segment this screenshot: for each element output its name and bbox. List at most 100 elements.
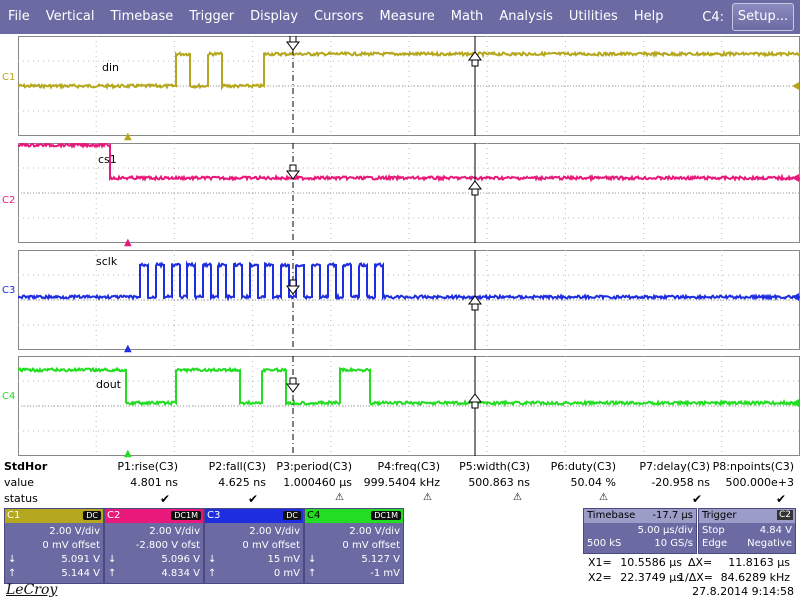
menu-help[interactable]: Help <box>633 9 664 24</box>
channel-label-c2: C2 <box>2 195 16 206</box>
value-row-label: value <box>4 476 35 489</box>
menu-trigger[interactable]: Trigger <box>189 9 235 24</box>
cursor-x1-arrow-icon <box>286 36 300 51</box>
trace-cs1 <box>18 143 800 183</box>
volts-per-div: 2.00 V/div <box>349 526 400 537</box>
cursor2-voltage: -1 mV <box>370 568 400 579</box>
trigger-level-marker <box>792 399 799 407</box>
waveform-sclk <box>18 250 800 350</box>
channel-box-c4[interactable]: C4 DC1M 2.00 V/div 0 mV offset ↓ 5.127 V… <box>304 508 404 584</box>
param-name[interactable]: P8:npoints(C3) <box>712 460 794 473</box>
param-name[interactable]: P7:delay(C3) <box>639 460 710 473</box>
graticule-c4[interactable] <box>18 356 800 456</box>
menu-file[interactable]: File <box>8 9 30 24</box>
menu-analysis[interactable]: Analysis <box>499 9 553 24</box>
menu-math[interactable]: Math <box>450 9 484 24</box>
timebase-box[interactable]: Timebase -17.7 µs 5.00 µs/div 500 kS 10 … <box>583 508 697 554</box>
cursor-x1-arrow-icon <box>286 279 300 295</box>
trigger-level-marker <box>792 82 799 90</box>
menu-utilities[interactable]: Utilities <box>568 9 618 24</box>
date-time: 27.8.2014 9:14:58 <box>692 585 794 598</box>
status-row-label: status <box>4 492 38 505</box>
graticule-c3[interactable] <box>18 250 800 350</box>
cursor2-voltage: 5.144 V <box>61 568 100 579</box>
param-value: 500.000e+3 <box>725 476 794 489</box>
offset-value: 0 mV offset <box>42 540 100 551</box>
cursor-inv-label: 1/ΔX= <box>678 571 713 584</box>
measurement-header-row: StdHor P1:rise(C3) P2:fall(C3) P3:period… <box>0 460 800 476</box>
trigger-level-marker <box>792 293 799 301</box>
cursor1-voltage: 5.127 V <box>361 554 400 565</box>
cursor2-voltage: 4.834 V <box>161 568 200 579</box>
trigger-title: Trigger <box>702 510 737 521</box>
trigger-marker-c2: ▲ <box>124 237 132 248</box>
param-name[interactable]: P6:duty(C3) <box>550 460 616 473</box>
cursor-up-arrow-icon: ↑ <box>108 568 117 579</box>
menu-vertical[interactable]: Vertical <box>45 9 95 24</box>
trigger-marker-c1: ▲ <box>124 131 132 142</box>
channel-label-c3: C3 <box>2 285 16 296</box>
param-value: 500.863 ns <box>468 476 530 489</box>
cursor-x2-value: 22.3749 µs <box>620 571 682 584</box>
trace-label-cs1: cs1 <box>98 153 117 166</box>
volts-per-div: 2.00 V/div <box>149 526 200 537</box>
cursor-down-arrow-icon: ↓ <box>208 554 217 565</box>
coupling-badge: DC1M <box>371 511 401 520</box>
status-ok-icon: ✔ <box>159 492 170 506</box>
param-value: 999.5404 kHz <box>363 476 440 489</box>
trigger-type: Edge <box>702 538 728 549</box>
menu-timebase[interactable]: Timebase <box>110 9 174 24</box>
channel-box-c1[interactable]: C1 DC 2.00 V/div 0 mV offset ↓ 5.091 V ↑… <box>4 508 104 584</box>
lecroy-logo: LeCroy <box>6 582 58 598</box>
coupling-badge: DC <box>283 511 301 520</box>
graticule-c2[interactable] <box>18 143 800 243</box>
cursor-x1-arrow-icon <box>286 377 300 393</box>
trigger-marker-c4: ▲ <box>124 448 132 459</box>
waveform-cs1 <box>18 143 800 243</box>
trigger-level: 4.84 V <box>759 525 792 536</box>
graticule-c1[interactable] <box>18 36 800 136</box>
cursor-x2-arrow-icon <box>468 393 482 409</box>
channel-label-c4: C4 <box>2 391 16 402</box>
offset-value: 0 mV offset <box>342 540 400 551</box>
setup-button[interactable]: Setup... <box>732 3 794 31</box>
status-ok-icon: ✔ <box>775 492 786 506</box>
volts-per-div: 2.00 V/div <box>249 526 300 537</box>
param-name[interactable]: P1:rise(C3) <box>117 460 178 473</box>
cursor-x1-value: 10.5586 µs <box>620 556 682 569</box>
status-warning-icon: ⚠ <box>423 492 432 503</box>
status-warning-icon: ⚠ <box>335 492 344 503</box>
cursor-down-arrow-icon: ↓ <box>308 554 317 565</box>
trace-dout <box>18 366 800 408</box>
cursor2-voltage: 0 mV <box>273 568 300 579</box>
trace-din <box>18 49 800 91</box>
cursor-x2-arrow-icon <box>468 51 482 67</box>
channel-box-c3[interactable]: C3 DC 2.00 V/div 0 mV offset ↓ 15 mV ↑ 0… <box>204 508 304 584</box>
measurement-table: StdHor P1:rise(C3) P2:fall(C3) P3:period… <box>0 460 800 508</box>
param-name[interactable]: P5:width(C3) <box>459 460 530 473</box>
trigger-slope: Negative <box>747 538 792 549</box>
cursor1-voltage: 15 mV <box>267 554 301 565</box>
param-name[interactable]: P4:freq(C3) <box>377 460 440 473</box>
cursor-x2-label: X2= <box>588 571 612 584</box>
cursor-up-arrow-icon: ↑ <box>208 568 217 579</box>
param-name[interactable]: P2:fall(C3) <box>208 460 266 473</box>
cursor-dx-label: ΔX= <box>688 556 713 569</box>
trace-sclk <box>18 260 800 302</box>
menu-cursors[interactable]: Cursors <box>314 9 364 24</box>
menu-bar: File Vertical Timebase Trigger Display C… <box>0 0 800 34</box>
param-value: -20.958 ns <box>651 476 710 489</box>
trigger-box[interactable]: Trigger C2 Stop 4.84 V Edge Negative <box>698 508 796 554</box>
offset-value: -2.800 V ofst <box>135 540 200 551</box>
channel-box-c2[interactable]: C2 DC1M 2.00 V/div -2.800 V ofst ↓ 5.096… <box>104 508 204 584</box>
cursor-inv-value: 84.6289 kHz <box>720 571 790 584</box>
volts-per-div: 2.00 V/div <box>49 526 100 537</box>
param-name[interactable]: P3:period(C3) <box>276 460 352 473</box>
cursor1-voltage: 5.091 V <box>61 554 100 565</box>
menu-display[interactable]: Display <box>250 9 299 24</box>
setup-channel-label: C4: <box>702 9 724 25</box>
cursor-x1-arrow-icon <box>286 164 300 180</box>
timebase-rate: 10 GS/s <box>654 538 693 549</box>
trigger-channel-badge: C2 <box>776 510 793 520</box>
menu-measure[interactable]: Measure <box>379 9 435 24</box>
